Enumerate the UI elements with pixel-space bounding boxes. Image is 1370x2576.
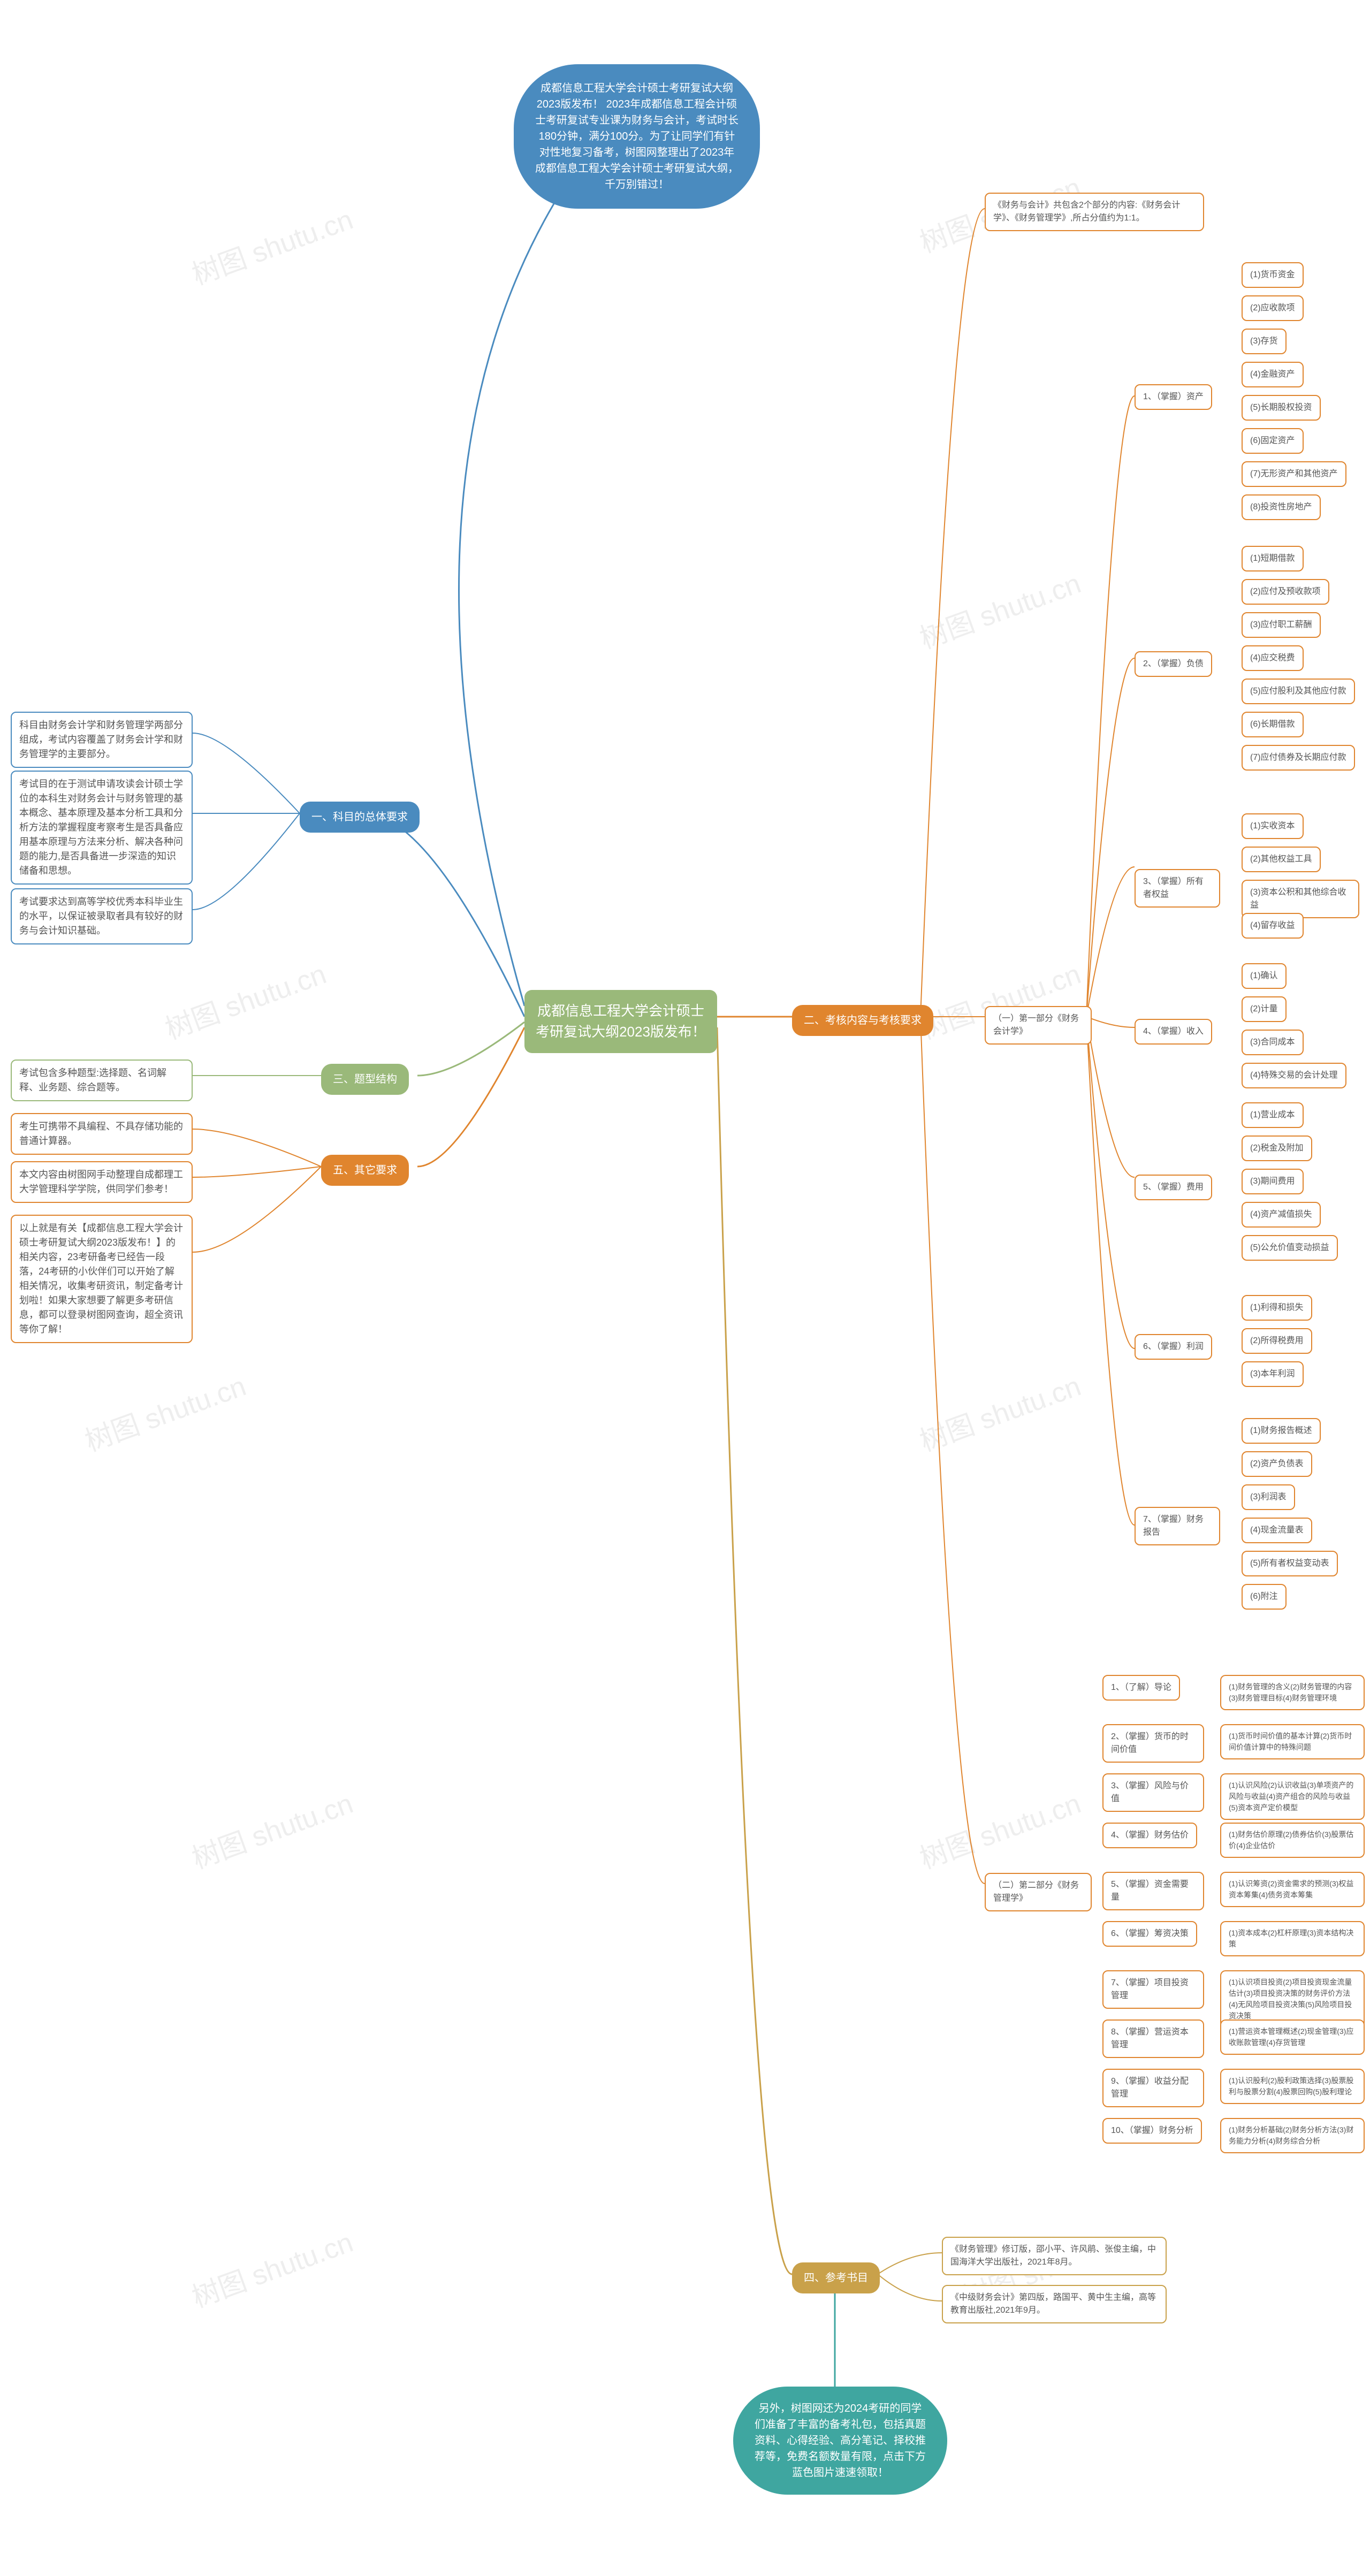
part1-leaf: (7)无形资产和其他资产 <box>1242 461 1346 487</box>
watermark: 树图 shutu.cn <box>186 1781 358 1876</box>
part2-section: 3、（掌握）风险与价值 <box>1102 1773 1204 1812</box>
part1-leaf: (2)资产负债表 <box>1242 1451 1312 1477</box>
part1-leaf: (5)所有者权益变动表 <box>1242 1551 1338 1576</box>
part1-leaf: (1)实收资本 <box>1242 813 1304 839</box>
part2-detail: (1)认识股利(2)股利政策选择(3)股票股利与股票分割(4)股票回购(5)股利… <box>1220 2069 1365 2104</box>
part2-section: 10、（掌握）财务分析 <box>1102 2118 1202 2144</box>
part2-detail: (1)财务管理的含义(2)财务管理的内容(3)财务管理目标(4)财务管理环境 <box>1220 1675 1365 1710</box>
part1-leaf: (4)现金流量表 <box>1242 1518 1312 1543</box>
part1-section: 5、（掌握）费用 <box>1135 1175 1212 1200</box>
part2-section: 1、（了解）导论 <box>1102 1675 1180 1701</box>
part1-leaf: (5)应付股利及其他应付款 <box>1242 679 1355 704</box>
branch-2-intro: 《财务与会计》共包含2个部分的内容:《财务会计学》、《财务管理学》,所占分值约为… <box>985 193 1204 231</box>
part1-leaf: (4)金融资产 <box>1242 362 1304 387</box>
part2-section: 2、（掌握）货币的时间价值 <box>1102 1724 1204 1763</box>
part1-leaf: (6)附注 <box>1242 1584 1287 1610</box>
branch-1: 一、科目的总体要求 <box>300 802 420 833</box>
part2-detail: (1)资本成本(2)杠杆原理(3)资本结构决策 <box>1220 1921 1365 1956</box>
part1-leaf: (5)长期股权投资 <box>1242 395 1321 421</box>
part1-section: 7、（掌握）财务报告 <box>1135 1507 1220 1545</box>
branch-5-item: 考生可携带不具编程、不具存储功能的普通计算器。 <box>11 1113 193 1155</box>
outro-bubble: 另外，树图网还为2024考研的同学们准备了丰富的备考礼包，包括真题资料、心得经验… <box>733 2387 947 2495</box>
branch-1-item: 科目由财务会计学和财务管理学两部分组成，考试内容覆盖了财务会计学和财务管理学的主… <box>11 712 193 768</box>
branch-5-item: 以上就是有关【成都信息工程大学会计硕士考研复试大纲2023版发布！】的相关内容，… <box>11 1215 193 1343</box>
part1-section: 2、（掌握）负债 <box>1135 651 1212 677</box>
part1-leaf: (6)长期借款 <box>1242 712 1304 737</box>
part1-leaf: (2)所得税费用 <box>1242 1328 1312 1354</box>
part1-leaf: (7)应付债券及长期应付款 <box>1242 745 1355 771</box>
watermark: 树图 shutu.cn <box>914 561 1086 656</box>
part1-leaf: (1)财务报告概述 <box>1242 1418 1321 1444</box>
part1-leaf: (2)计量 <box>1242 996 1287 1022</box>
part1-leaf: (2)其他权益工具 <box>1242 847 1321 872</box>
part1-leaf: (3)本年利润 <box>1242 1361 1304 1387</box>
watermark: 树图 shutu.cn <box>186 2220 358 2315</box>
part2-detail: (1)货币时间价值的基本计算(2)货币时间价值计算中的特殊问题 <box>1220 1724 1365 1759</box>
branch-4-item: 《中级财务会计》第四版，路国平、黄中生主编，高等教育出版社,2021年9月。 <box>942 2285 1167 2323</box>
watermark: 树图 shutu.cn <box>186 197 358 292</box>
branch-4: 四、参考书目 <box>792 2262 880 2293</box>
part2-detail: (1)财务估价原理(2)债券估价(3)股票估价(4)企业估价 <box>1220 1823 1365 1858</box>
part2-detail: (1)营运资本管理概述(2)现金管理(3)应收账款管理(4)存货管理 <box>1220 2019 1365 2055</box>
part2-section: 4、（掌握）财务估价 <box>1102 1823 1197 1848</box>
part1-section: 1、（掌握）资产 <box>1135 384 1212 410</box>
center-node: 成都信息工程大学会计硕士考研复试大纲2023版发布！ <box>524 990 717 1053</box>
branch-2: 二、考核内容与考核要求 <box>792 1005 933 1036</box>
part1-leaf: (4)特殊交易的会计处理 <box>1242 1063 1346 1088</box>
part1-leaf: (1)确认 <box>1242 963 1287 989</box>
part1-leaf: (2)税金及附加 <box>1242 1135 1312 1161</box>
part1-section: 3、（掌握）所有者权益 <box>1135 869 1220 908</box>
part1-leaf: (8)投资性房地产 <box>1242 494 1321 520</box>
part2-section: 6、（掌握）筹资决策 <box>1102 1921 1197 1947</box>
intro-bubble: 成都信息工程大学会计硕士考研复试大纲2023版发布！ 2023年成都信息工程会计… <box>514 64 760 209</box>
branch-3: 三、题型结构 <box>321 1064 409 1095</box>
part2-section: 8、（掌握）营运资本管理 <box>1102 2019 1204 2058</box>
part1-leaf: (3)存货 <box>1242 329 1287 354</box>
part2-section: 9、（掌握）收益分配管理 <box>1102 2069 1204 2107</box>
part2-section: 7、（掌握）项目投资管理 <box>1102 1970 1204 2009</box>
part1-leaf: (1)货币资金 <box>1242 262 1304 288</box>
part1-leaf: (4)应交税费 <box>1242 645 1304 671</box>
part1-leaf: (1)利得和损失 <box>1242 1295 1312 1321</box>
part1-title: （一）第一部分《财务会计学》 <box>985 1006 1092 1045</box>
watermark: 树图 shutu.cn <box>914 1781 1086 1876</box>
part1-leaf: (3)期间费用 <box>1242 1169 1304 1194</box>
part2-detail: (1)财务分析基础(2)财务分析方法(3)财务能力分析(4)财务综合分析 <box>1220 2118 1365 2153</box>
part1-leaf: (5)公允价值变动损益 <box>1242 1235 1338 1261</box>
part2-section: 5、（掌握）资金需要量 <box>1102 1872 1204 1910</box>
branch-3-item: 考试包含多种题型:选择题、名词解释、业务题、综合题等。 <box>11 1060 193 1101</box>
part1-leaf: (2)应收款项 <box>1242 295 1304 321</box>
part1-section: 4、（掌握）收入 <box>1135 1019 1212 1045</box>
part1-leaf: (4)资产减值损失 <box>1242 1202 1321 1228</box>
watermark: 树图 shutu.cn <box>914 1363 1086 1459</box>
branch-5: 五、其它要求 <box>321 1155 409 1186</box>
part1-leaf: (3)应付职工薪酬 <box>1242 612 1321 638</box>
part1-leaf: (2)应付及预收款项 <box>1242 579 1329 605</box>
watermark: 树图 shutu.cn <box>159 951 331 1047</box>
branch-5-item: 本文内容由树图网手动整理自成都理工大学管理科学学院，供同学们参考！ <box>11 1161 193 1203</box>
part1-leaf: (3)合同成本 <box>1242 1030 1304 1055</box>
part1-leaf: (3)利润表 <box>1242 1484 1295 1510</box>
part2-detail: (1)认识风险(2)认识收益(3)单项资产的风险与收益(4)资产组合的风险与收益… <box>1220 1773 1365 1820</box>
part1-leaf: (1)短期借款 <box>1242 546 1304 571</box>
branch-1-item: 考试要求达到高等学校优秀本科毕业生的水平，以保证被录取者具有较好的财务与会计知识… <box>11 888 193 944</box>
part1-leaf: (6)固定资产 <box>1242 428 1304 454</box>
part1-leaf: (4)留存收益 <box>1242 913 1304 939</box>
part1-section: 6、（掌握）利润 <box>1135 1334 1212 1360</box>
watermark: 树图 shutu.cn <box>79 1363 251 1459</box>
part2-title: （二）第二部分《财务管理学》 <box>985 1873 1092 1911</box>
branch-1-item: 考试目的在于测试申请攻读会计硕士学位的本科生对财务会计与财务管理的基本概念、基本… <box>11 771 193 885</box>
part1-leaf: (1)营业成本 <box>1242 1102 1304 1128</box>
part2-detail: (1)认识筹资(2)资金需求的预测(3)权益资本筹集(4)债务资本筹集 <box>1220 1872 1365 1907</box>
branch-4-item: 《财务管理》修订版，邵小平、许风鹃、张俊主编，中国海洋大学出版社，2021年8月… <box>942 2237 1167 2275</box>
